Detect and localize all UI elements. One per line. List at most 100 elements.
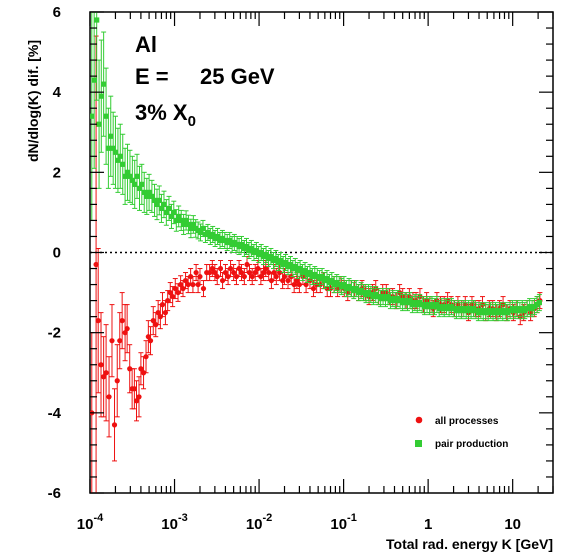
data-point [90,113,95,119]
data-point [159,302,166,308]
data-point [131,386,137,392]
annotation-thickness-prefix: 3% X [135,100,188,125]
data-point [158,205,165,212]
data-point [252,269,258,276]
annotation-thickness: 3% X0 [135,100,196,130]
data-point [238,241,245,248]
data-point [263,251,269,258]
data-point [103,113,109,119]
data-point [385,293,391,300]
data-point [149,193,155,199]
data-point [281,273,288,280]
data-point [268,253,274,260]
data-point [200,225,206,232]
data-point [151,197,158,203]
data-point [129,177,135,183]
data-point [296,281,302,288]
data-point [227,265,234,272]
data-point [222,269,229,276]
data-point [96,121,102,127]
data-point [168,213,175,220]
data-point [310,285,317,292]
y-tick-label: 6 [53,4,61,21]
data-point [138,366,144,372]
legend: all processes pair production [415,416,508,450]
data-point [406,293,412,300]
data-point [197,273,203,280]
data-point [233,273,240,280]
data-point [183,217,189,224]
data-point [165,298,171,304]
data-point [271,269,277,276]
data-point [144,193,150,199]
y-tick-label: -4 [48,405,62,422]
y-tick-label: 4 [53,84,62,101]
data-point [190,221,196,228]
y-axis-title: dN/dlog(K) dif. [%] [25,40,41,162]
data-point [273,273,279,280]
data-point [190,281,196,288]
data-point [124,169,131,175]
data-point [353,285,359,292]
data-point [185,221,192,228]
data-point [94,17,100,23]
data-point [197,229,204,236]
y-tick-label: 0 [53,245,61,262]
data-point [111,422,118,428]
data-point [207,269,213,276]
data-point [303,281,309,288]
data-point [101,374,107,380]
data-point [294,277,300,284]
data-point [277,269,283,276]
data-point [329,277,335,284]
x-tick-label: 10-1 [330,512,356,533]
data-point [260,269,267,276]
data-point [343,285,350,292]
data-point [117,153,123,159]
x-tick-label: 10-2 [246,512,272,533]
data-point [112,149,119,155]
data-point [273,255,279,262]
data-point [91,77,97,83]
data-point [156,197,162,203]
data-point [287,261,294,268]
data-point [101,81,107,87]
data-point [236,265,242,272]
data-point [106,394,112,400]
annotation-energy-prefix: E = [135,64,169,89]
data-point [536,300,542,306]
data-point [341,281,347,288]
data-point [200,285,207,292]
data-point [297,265,303,272]
y-tick-label: -2 [48,325,61,342]
data-point [231,239,237,246]
data-point [253,247,260,254]
data-point [136,185,143,191]
data-point [178,217,184,224]
data-point [307,269,313,276]
data-point [120,161,126,167]
series-layer [90,12,543,493]
data-point [214,233,221,240]
data-point [170,293,176,300]
data-point [180,285,186,292]
data-point [280,277,286,284]
data-point [166,205,172,212]
data-point [127,173,133,179]
data-point [182,277,189,284]
data-point [243,243,250,250]
data-point [155,310,161,316]
data-point [436,306,442,312]
data-point [210,231,216,238]
data-point [132,181,138,187]
data-point [217,265,224,272]
data-point [176,213,182,220]
x-tick-label: 10 [504,516,521,533]
data-point [109,338,115,344]
series-pair-production [90,12,542,322]
data-point [258,273,264,280]
annotation-block: Al E = 25 GeV 3% X0 [135,32,275,130]
data-point [105,145,111,151]
data-point [407,298,413,304]
